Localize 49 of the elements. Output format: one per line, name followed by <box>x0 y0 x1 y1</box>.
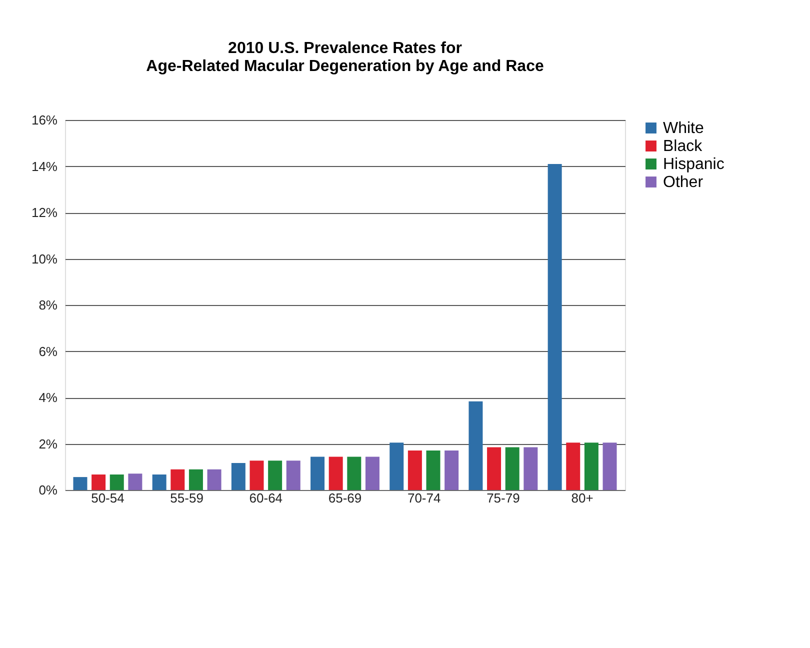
bar <box>73 477 88 490</box>
x-tick-label: 75-79 <box>486 490 520 506</box>
bar <box>347 456 362 490</box>
bar <box>505 447 520 490</box>
x-tick-label: 55-59 <box>170 490 204 506</box>
bar <box>602 442 617 490</box>
bar <box>487 447 502 490</box>
bar <box>390 442 404 490</box>
x-tick-label: 50-54 <box>91 490 124 506</box>
chart-title: 2010 U.S. Prevalence Rates for Age-Related Macular Degeneration by Age and Race <box>146 40 544 75</box>
bar <box>128 474 142 490</box>
bar <box>566 442 580 490</box>
bar <box>408 450 422 490</box>
legend-label: Black <box>663 138 704 155</box>
bar <box>92 474 106 490</box>
x-tick-label: 70-74 <box>407 490 441 506</box>
x-tick-label: 65-69 <box>328 490 362 506</box>
bar <box>365 456 380 490</box>
bar <box>444 450 459 490</box>
legend-label: Other <box>663 174 704 191</box>
y-tick-label: 2% <box>38 436 58 452</box>
y-tick-label: 14% <box>31 158 58 174</box>
bar <box>250 460 264 490</box>
y-tick-label: 8% <box>38 298 58 312</box>
bar <box>207 469 222 490</box>
bar <box>231 462 246 490</box>
bar <box>548 164 562 490</box>
bar <box>584 442 598 490</box>
y-tick-label: 0% <box>38 482 58 498</box>
bar <box>110 474 124 490</box>
bar <box>152 474 166 490</box>
x-tick-label: 60-64 <box>249 490 283 506</box>
y-tick-label: 16% <box>31 112 58 128</box>
y-tick-label: 12% <box>31 205 58 220</box>
bar <box>170 469 185 490</box>
bar <box>188 469 203 490</box>
legend-label: Hispanic <box>663 156 724 173</box>
bar <box>328 456 343 490</box>
bar <box>310 456 325 490</box>
bar <box>468 401 483 490</box>
bar <box>268 460 282 490</box>
y-tick-label: 4% <box>38 390 58 405</box>
legend-label: White <box>663 120 704 137</box>
bar <box>524 447 538 490</box>
bar <box>286 460 300 490</box>
y-tick-label: 10% <box>31 251 58 266</box>
bar <box>426 450 440 490</box>
y-tick-label: 6% <box>38 344 58 359</box>
x-tick-label: 80+ <box>571 490 594 506</box>
